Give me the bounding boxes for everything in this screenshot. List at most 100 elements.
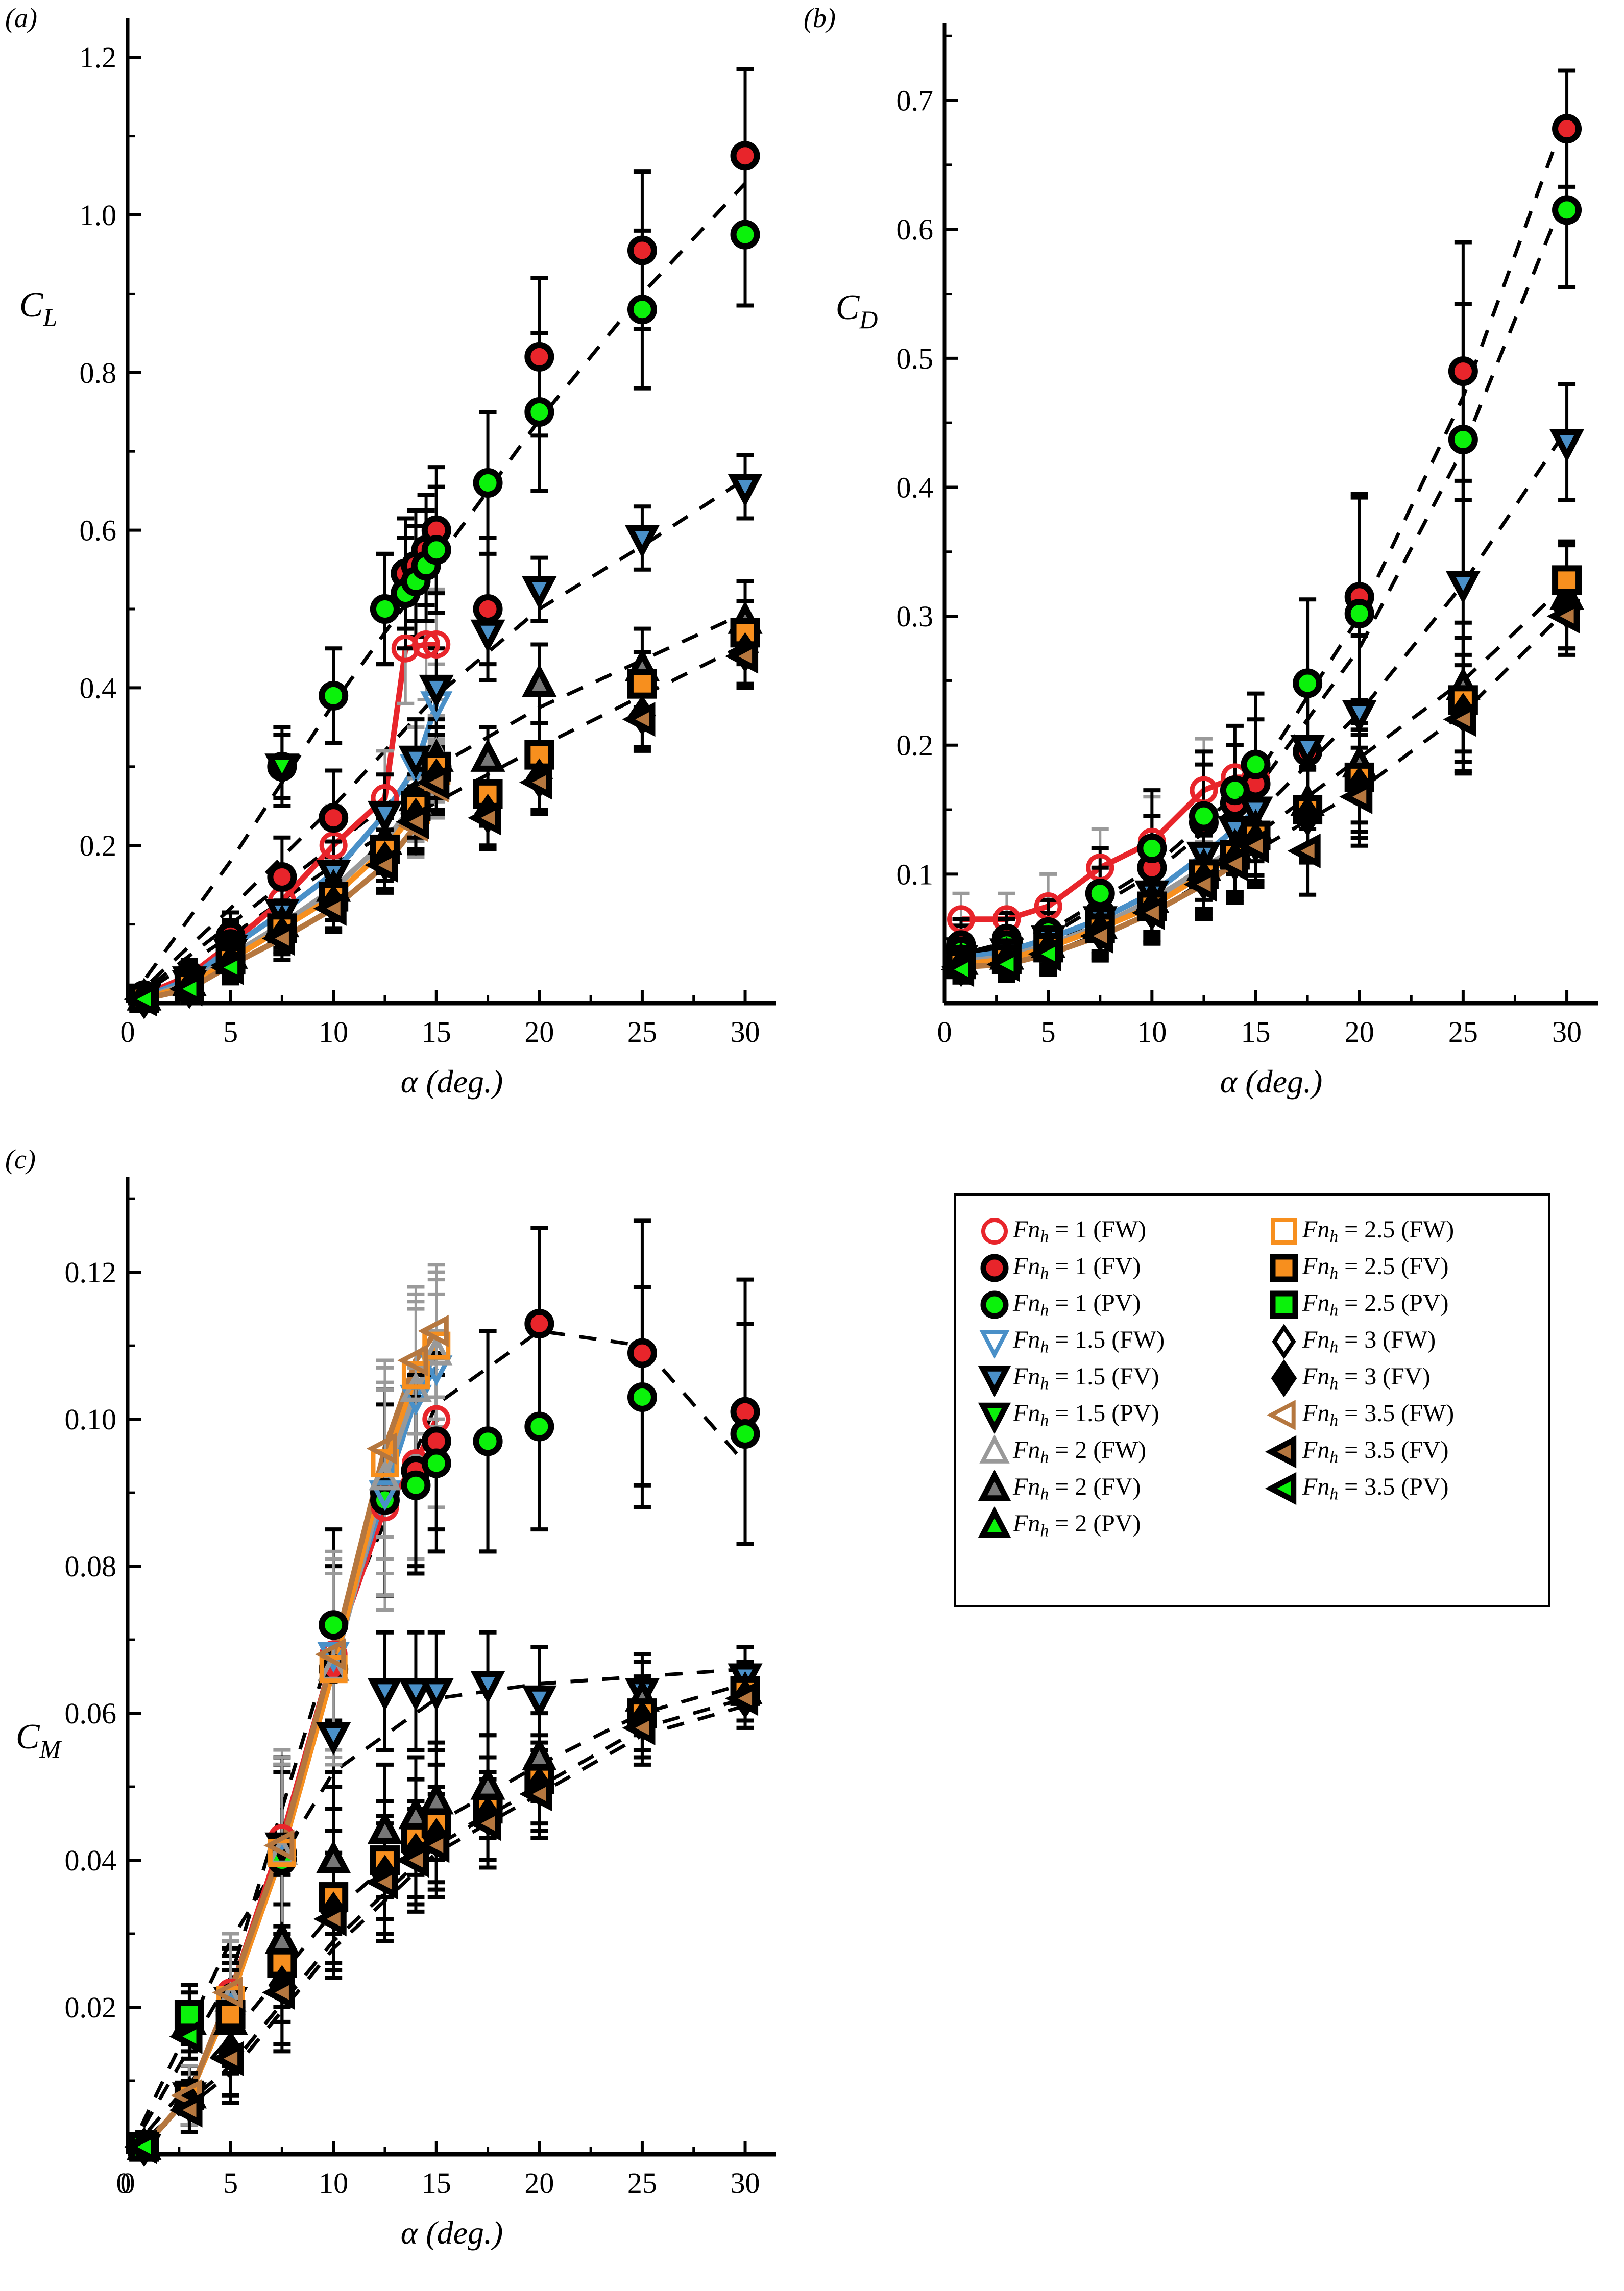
legend-marker-triangle-down-icon <box>976 1397 1013 1434</box>
legend-marker-diamond-icon <box>1266 1323 1302 1360</box>
legend-item-label: Fnh = 1.5 (FV) <box>1013 1363 1159 1394</box>
legend-item[interactable]: Fnh = 1.5 (FV) <box>976 1360 1245 1398</box>
svg-text:15: 15 <box>422 1015 451 1049</box>
svg-text:0.10: 0.10 <box>65 1403 117 1436</box>
svg-text:5: 5 <box>223 2166 238 2200</box>
svg-text:CD: CD <box>836 288 878 334</box>
legend-marker-square-icon <box>1266 1286 1302 1323</box>
svg-text:0.02: 0.02 <box>65 1991 117 2024</box>
svg-text:0.4: 0.4 <box>80 671 117 704</box>
svg-text:CL: CL <box>19 285 58 331</box>
legend-item-label: Fnh = 2 (PV) <box>1013 1510 1141 1541</box>
legend-item[interactable]: Fnh = 1 (FW) <box>976 1213 1245 1250</box>
legend-item-label: Fnh = 3.5 (FW) <box>1302 1400 1455 1430</box>
legend-item-label: Fnh = 1 (FV) <box>1013 1253 1141 1283</box>
svg-text:10: 10 <box>319 2166 348 2200</box>
legend-item-label: Fnh = 3 (FV) <box>1302 1363 1431 1394</box>
panel-b: (b) 0 5 10 15 20 25 30 0.1 0.2 0.3 0.4 0.5 0.6 0.7 α (… <box>796 0 1624 1138</box>
legend-marker-triangle-left-icon <box>1266 1397 1302 1433</box>
legend-item[interactable]: Fnh = 1 (FV) <box>976 1250 1245 1286</box>
svg-text:0.12: 0.12 <box>65 1256 117 1289</box>
legend-item-label: Fnh = 2 (FV) <box>1013 1473 1141 1504</box>
legend-item[interactable]: Fnh = 1.5 (FW) <box>976 1323 1245 1360</box>
legend-item[interactable]: Fnh = 2.5 (PV) <box>1266 1286 1535 1323</box>
legend-item[interactable]: Fnh = 3 (FW) <box>1266 1323 1535 1360</box>
svg-text:0.3: 0.3 <box>896 600 934 633</box>
legend-item[interactable]: Fnh = 1.5 (PV) <box>976 1397 1245 1434</box>
legend-marker-circle-icon <box>976 1286 1013 1323</box>
svg-text:0.04: 0.04 <box>65 1844 117 1877</box>
svg-text:0.06: 0.06 <box>65 1697 117 1730</box>
legend-item[interactable]: Fnh = 2.5 (FV) <box>1266 1250 1535 1286</box>
svg-text:25: 25 <box>1448 1015 1478 1049</box>
legend-column-left: Fnh = 1 (FW) Fnh = 1 (FV) Fnh = 1 (PV) Fnh … <box>976 1213 1245 1592</box>
svg-text:5: 5 <box>223 1015 238 1049</box>
svg-text:25: 25 <box>627 2166 657 2200</box>
svg-text:15: 15 <box>1241 1015 1271 1049</box>
legend-marker-diamond-icon <box>1266 1359 1302 1398</box>
legend-item[interactable]: Fnh = 2 (FW) <box>976 1433 1245 1470</box>
svg-text:0: 0 <box>120 2166 135 2200</box>
svg-text:0.6: 0.6 <box>896 213 934 246</box>
legend-marker-circle-icon <box>976 1250 1013 1286</box>
legend-marker-triangle-down-icon <box>976 1360 1013 1398</box>
svg-text:20: 20 <box>524 1015 554 1049</box>
legend-marker-triangle-left-icon <box>1265 1433 1302 1470</box>
panel-a: (a) 0 5 10 15 20 25 30 0.2 0.4 0.6 0.8 1.0 1.2 α (deg… <box>0 0 796 1138</box>
svg-text:0.8: 0.8 <box>80 356 117 389</box>
legend-marker-triangle-up-icon <box>976 1433 1013 1470</box>
svg-text:30: 30 <box>731 2166 760 2200</box>
svg-text:30: 30 <box>731 1015 760 1049</box>
svg-text:0.2: 0.2 <box>896 729 934 762</box>
panel-b-tag: (b) <box>804 3 836 33</box>
legend-item-label: Fnh = 2.5 (FV) <box>1302 1253 1449 1283</box>
legend-item[interactable]: Fnh = 2 (PV) <box>976 1506 1245 1544</box>
legend-item-label: Fnh = 1 (FW) <box>1013 1216 1147 1247</box>
svg-text:0.4: 0.4 <box>896 471 934 504</box>
svg-text:1.2: 1.2 <box>80 41 117 74</box>
svg-text:20: 20 <box>524 2166 554 2200</box>
legend-item-label: Fnh = 2 (FW) <box>1013 1436 1147 1467</box>
svg-text:30: 30 <box>1552 1015 1582 1049</box>
legend-marker-triangle-left-icon <box>1265 1470 1302 1507</box>
legend-item[interactable]: Fnh = 2 (FV) <box>976 1469 1245 1507</box>
legend-item-label: Fnh = 1 (PV) <box>1013 1289 1141 1320</box>
svg-text:0.6: 0.6 <box>80 514 117 547</box>
legend-item[interactable]: Fnh = 3 (FV) <box>1266 1359 1535 1398</box>
legend-marker-square-icon <box>1266 1250 1302 1286</box>
legend-marker-triangle-up-icon <box>976 1506 1013 1544</box>
svg-text:0.08: 0.08 <box>65 1550 117 1583</box>
svg-text:0.7: 0.7 <box>896 84 934 117</box>
legend-marker-triangle-down-icon <box>976 1323 1013 1360</box>
svg-text:α (deg.): α (deg.) <box>1220 1063 1323 1100</box>
svg-text:0.5: 0.5 <box>896 342 934 375</box>
legend-item[interactable]: Fnh = 3.5 (FW) <box>1266 1397 1535 1433</box>
svg-text:25: 25 <box>627 1015 657 1049</box>
legend-box: Fnh = 1 (FW) Fnh = 1 (FV) Fnh = 1 (PV) Fnh … <box>954 1193 1550 1607</box>
svg-text:10: 10 <box>1137 1015 1167 1049</box>
legend-item-label: Fnh = 3.5 (FV) <box>1302 1436 1449 1467</box>
svg-text:α (deg.): α (deg.) <box>401 2214 503 2251</box>
legend-item-label: Fnh = 1.5 (FW) <box>1013 1326 1165 1357</box>
legend-item-label: Fnh = 2.5 (PV) <box>1302 1289 1449 1320</box>
legend-marker-triangle-up-icon <box>976 1469 1013 1507</box>
legend-item[interactable]: Fnh = 3.5 (FV) <box>1265 1433 1535 1470</box>
panel-c-tag: (c) <box>5 1144 36 1175</box>
legend-item[interactable]: Fnh = 2.5 (FW) <box>1266 1213 1535 1250</box>
panel-a-plot: 0 5 10 15 20 25 30 0.2 0.4 0.6 0.8 1.0 1.2 α (deg.) CL <box>19 18 776 1100</box>
legend-marker-square-icon <box>1266 1213 1302 1250</box>
svg-text:0.2: 0.2 <box>80 829 117 862</box>
svg-text:α (deg.): α (deg.) <box>401 1063 503 1100</box>
panel-b-plot: 0 5 10 15 20 25 30 0.1 0.2 0.3 0.4 0.5 0.6 0.7 α (deg.… <box>836 23 1598 1100</box>
legend-item[interactable]: Fnh = 1 (PV) <box>976 1286 1245 1323</box>
legend-column-right: Fnh = 2.5 (FW) Fnh = 2.5 (FV) Fnh = 2.5 (P… <box>1265 1213 1535 1592</box>
legend-item[interactable]: Fnh = 3.5 (PV) <box>1265 1470 1535 1507</box>
svg-text:10: 10 <box>319 1015 348 1049</box>
legend-item-label: Fnh = 1.5 (PV) <box>1013 1400 1159 1430</box>
legend-item-label: Fnh = 2.5 (FW) <box>1302 1216 1455 1247</box>
svg-text:15: 15 <box>422 2166 451 2200</box>
panel-a-tag: (a) <box>5 3 37 33</box>
svg-text:0: 0 <box>120 1015 135 1049</box>
svg-text:1.0: 1.0 <box>80 199 117 232</box>
svg-text:0: 0 <box>116 2166 131 2200</box>
